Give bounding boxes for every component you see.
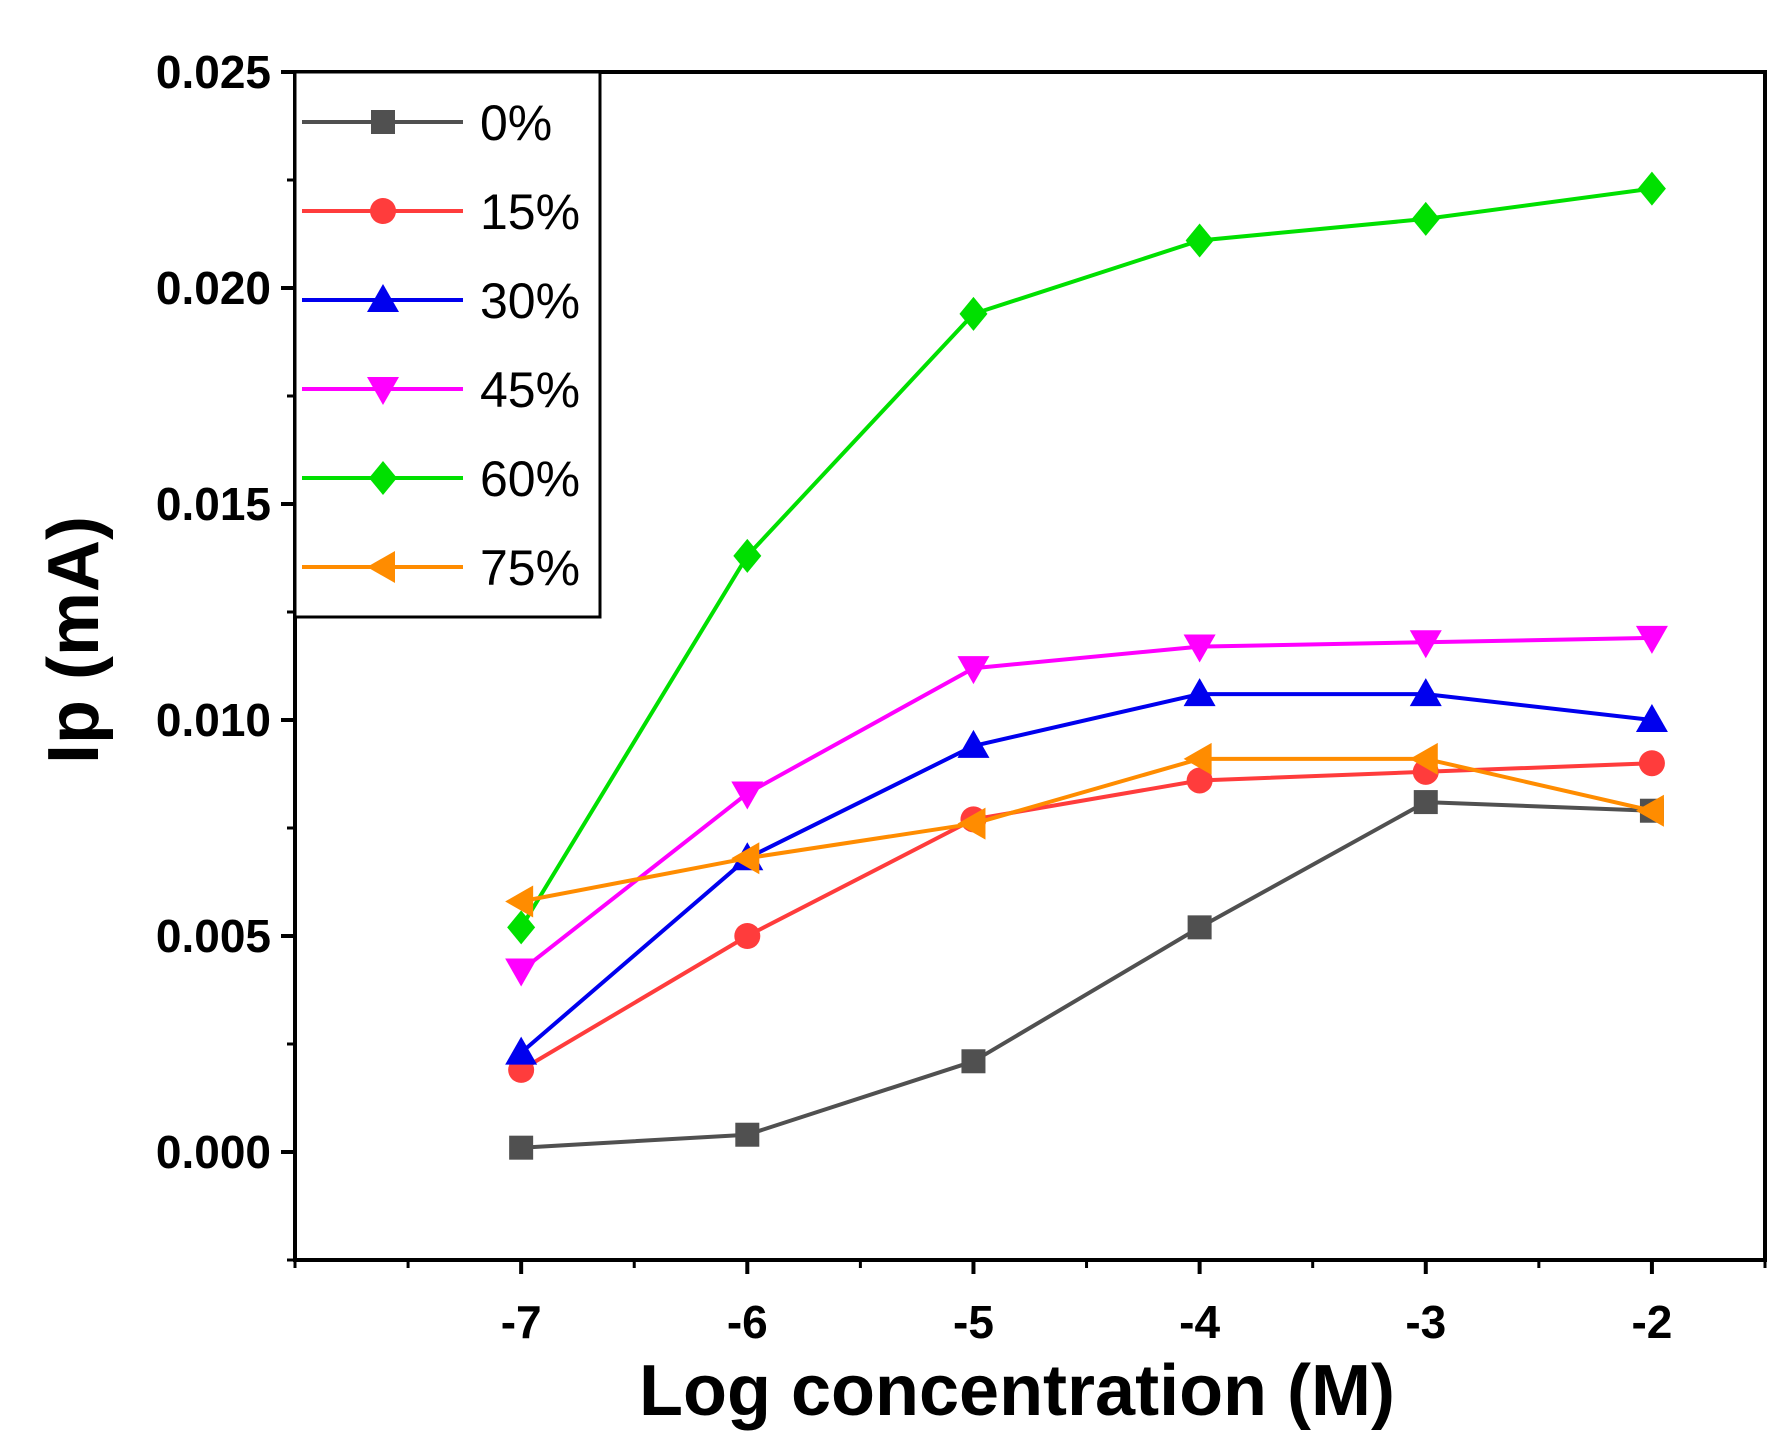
data-point <box>1409 678 1442 707</box>
series-60pct <box>507 171 1666 945</box>
legend-box <box>293 70 602 619</box>
series-line <box>520 756 1653 904</box>
legend: 0% 15% 30% 45% 60% 75% <box>293 70 602 619</box>
data-point <box>1183 634 1216 663</box>
data-point <box>731 781 764 810</box>
data-point <box>1411 201 1440 236</box>
legend-marker <box>371 110 395 134</box>
series-line <box>520 761 1652 1072</box>
data-point <box>734 923 761 949</box>
data-point <box>505 1036 538 1065</box>
y-tick-label: 0.020 <box>156 262 271 314</box>
data-point <box>1409 630 1442 659</box>
x-tick-label: -3 <box>1405 1296 1446 1348</box>
data-point <box>961 1049 986 1074</box>
legend-label: 0% <box>480 95 552 151</box>
data-point <box>1635 704 1668 732</box>
data-point <box>1638 750 1665 777</box>
series-45pct <box>505 625 1668 987</box>
x-tick-label: -6 <box>727 1296 768 1348</box>
legend-label: 45% <box>480 362 580 418</box>
series-line <box>521 800 1652 1150</box>
data-point <box>957 656 990 685</box>
data-point <box>1635 625 1668 654</box>
x-axis-title: Log concentration (M) <box>639 1351 1395 1431</box>
legend-item: 15% <box>302 184 580 240</box>
legend-marker <box>370 198 396 224</box>
legend-marker <box>367 284 399 312</box>
plot-frame <box>293 70 1767 1262</box>
legend-label: 15% <box>480 184 580 240</box>
legend-label: 30% <box>480 273 580 329</box>
legend-item: 30% <box>302 273 580 329</box>
data-point <box>733 538 762 573</box>
data-point <box>957 807 986 840</box>
data-point <box>1413 790 1438 815</box>
data-point <box>731 842 760 875</box>
data-point <box>507 910 536 945</box>
y-axis-title: Ip (mA) <box>34 516 114 764</box>
legend-marker <box>367 377 399 405</box>
data-point <box>1637 171 1666 206</box>
series-line <box>519 186 1653 929</box>
data-point <box>509 1135 534 1160</box>
data-point <box>505 885 534 918</box>
data-point <box>959 296 988 331</box>
x-tick-label: -7 <box>501 1296 542 1348</box>
data-point <box>1635 794 1664 827</box>
data-point <box>1187 915 1212 940</box>
series-layer <box>505 171 1668 1160</box>
legend-item: 0% <box>302 95 552 151</box>
legend-item: 75% <box>302 540 580 596</box>
data-point <box>735 1122 760 1147</box>
data-point <box>957 729 990 758</box>
y-tick-label: 0.010 <box>156 694 271 746</box>
data-point <box>1185 223 1214 258</box>
legend-label: 75% <box>480 540 580 596</box>
legend-marker <box>369 461 397 495</box>
y-tick-label: 0.015 <box>156 478 271 530</box>
legend-marker <box>367 551 395 583</box>
y-tick-label: 0.005 <box>156 910 271 962</box>
data-point <box>1183 742 1212 775</box>
legend-item: 60% <box>302 451 580 507</box>
series-line <box>519 692 1653 1055</box>
series-line <box>519 635 1652 973</box>
x-tick-label: -5 <box>953 1296 994 1348</box>
data-point <box>1186 767 1213 794</box>
y-tick-label: 0.000 <box>156 1126 271 1178</box>
series-75pct <box>505 742 1664 918</box>
data-point <box>1183 678 1216 707</box>
legend-item: 45% <box>302 362 580 418</box>
series-15pct <box>508 750 1665 1083</box>
data-point <box>1409 742 1438 775</box>
y-tick-label: 0.025 <box>156 46 271 98</box>
x-tick-label: -2 <box>1631 1296 1672 1348</box>
data-point <box>505 958 538 987</box>
x-tick-label: -4 <box>1179 1296 1220 1348</box>
axes: 0.000 0.005 0.010 0.015 0.020 0.025 -7 -6 -5 -4 -3… <box>156 46 1767 1348</box>
legend-label: 60% <box>480 451 580 507</box>
